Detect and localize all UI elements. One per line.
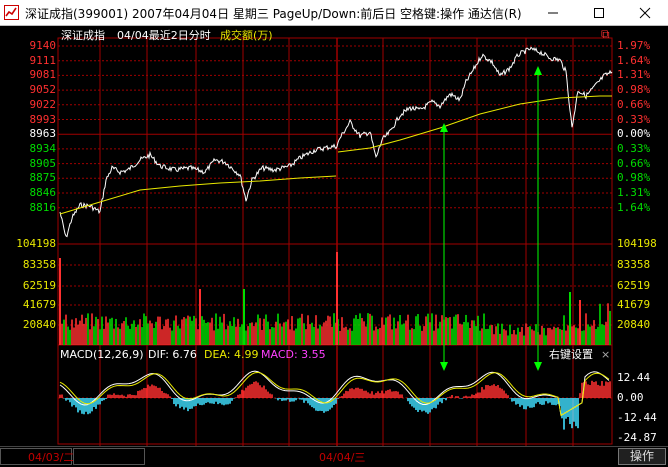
percent-axis-label: 1.31%	[617, 68, 651, 82]
percent-axis-label: 0.98%	[617, 171, 651, 185]
macd-close-icon[interactable]: ×	[601, 348, 611, 361]
chart-frame	[57, 37, 613, 445]
percent-axis-label: 1.64%	[617, 200, 651, 214]
restore-icon[interactable]: ⧉	[601, 27, 610, 41]
price-axis-label: 9022	[29, 97, 57, 111]
macd-axis-label: 0.00	[617, 391, 644, 404]
price-axis-label: 8963	[29, 127, 57, 141]
volume-axis-label-right: 83358	[617, 258, 651, 271]
macd-axis-label: -24.87	[617, 431, 657, 444]
close-icon	[639, 7, 651, 19]
price-axis-label: 9081	[29, 68, 57, 82]
percent-axis-label: 0.66%	[617, 97, 651, 111]
price-axis-label: 8816	[29, 200, 57, 214]
volume-axis-label: 62519	[22, 279, 56, 292]
period-text: 04/04最近2日分时	[117, 29, 211, 42]
volume-axis-label: 41679	[22, 298, 56, 311]
volume-axis-label-right: 104198	[617, 237, 657, 250]
percent-axis-label: 1.31%	[617, 186, 651, 199]
minimize-icon	[548, 12, 558, 14]
percent-axis-label: 0.33%	[617, 141, 651, 155]
average-line-day1	[59, 175, 337, 215]
arrow-1-head-down	[440, 362, 448, 371]
date-box-1	[0, 448, 72, 465]
percent-axis-label: 0.98%	[617, 83, 651, 97]
date-label-1: 04/03/二	[28, 451, 75, 464]
price-line	[59, 46, 613, 238]
volume-axis-label-right: 20840	[617, 318, 651, 331]
macd-axis-label: -12.44	[617, 411, 657, 424]
close-button[interactable]	[622, 0, 668, 26]
minimize-button[interactable]	[530, 0, 576, 26]
percent-axis-label: 0.00%	[617, 127, 651, 141]
macd-dif: DIF: 6.76	[148, 348, 197, 361]
date-box-2	[73, 448, 145, 465]
date-label-2: 04/04/三	[319, 451, 366, 464]
average-line-day2	[337, 95, 612, 153]
macd-label: MACD(12,26,9)	[60, 348, 144, 361]
percent-axis-label: 0.33%	[617, 112, 651, 126]
volume-axis-label: 83358	[22, 258, 56, 271]
percent-axis-label: 1.64%	[617, 53, 651, 67]
macd-dea: DEA: 4.99	[204, 348, 259, 361]
price-axis-label: 9111	[29, 53, 57, 67]
percent-axis-label: 1.97%	[617, 39, 651, 52]
settings-label[interactable]: 右键设置	[549, 348, 593, 361]
volume-axis-label: 104198	[16, 237, 56, 250]
volume-axis-label-right: 41679	[617, 298, 651, 311]
arrow-1-head-up	[440, 123, 448, 132]
index-name: 深证成指	[61, 29, 105, 42]
window-title: 深证成指(399001) 2007年04月04日 星期三 PageUp/Down…	[25, 7, 522, 21]
macd-axis-label: 12.44	[617, 371, 651, 384]
maximize-button[interactable]	[576, 0, 622, 26]
bottom-bar: 04/03/二 04/04/三 操作	[0, 446, 668, 467]
percent-axis-label: 0.66%	[617, 156, 651, 170]
price-axis-label: 9052	[29, 83, 57, 97]
intraday-chart[interactable]	[0, 26, 668, 446]
macd-value: MACD: 3.55	[261, 348, 326, 361]
chart-area[interactable]: 深证成指 04/04最近2日分时 成交额(万) ⧉ 9140 9111 9081 90…	[0, 26, 668, 446]
volume-axis-label: 20840	[22, 318, 56, 331]
dea-line	[59, 371, 610, 417]
volume-label: 成交额(万)	[220, 29, 273, 42]
price-axis-label: 8934	[29, 141, 57, 155]
arrow-2-head-down	[534, 362, 542, 371]
price-axis-label: 8875	[29, 171, 57, 185]
price-axis-label: 9140	[29, 39, 57, 52]
price-axis-label: 8905	[29, 156, 57, 170]
operate-button[interactable]: 操作	[618, 448, 666, 465]
app-icon	[4, 5, 19, 20]
price-axis-label: 8846	[29, 186, 57, 199]
maximize-icon	[594, 8, 604, 18]
dif-line	[59, 370, 610, 417]
title-bar: 深证成指(399001) 2007年04月04日 星期三 PageUp/Down…	[0, 0, 668, 26]
arrow-2-head-up	[534, 66, 542, 75]
volume-axis-label-right: 62519	[617, 279, 651, 292]
price-axis-label: 8993	[29, 112, 57, 126]
